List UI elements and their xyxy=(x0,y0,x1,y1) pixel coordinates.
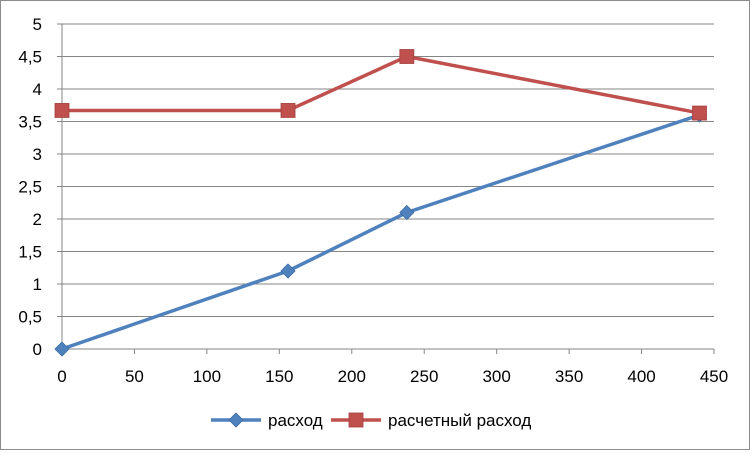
gridlines xyxy=(62,23,714,317)
x-tick-label: 400 xyxy=(627,367,655,386)
y-tick-label: 4 xyxy=(33,80,42,99)
y-tick-label: 1,5 xyxy=(18,243,42,262)
y-tick-label: 4,5 xyxy=(18,48,42,67)
x-tick-labels: 0 50 100 150 200 250 300 350 400 450 xyxy=(57,367,728,386)
series-1 xyxy=(54,107,708,357)
x-tick-label: 250 xyxy=(410,367,438,386)
x-tick-label: 450 xyxy=(700,367,728,386)
data-point-marker xyxy=(692,105,707,121)
legend: расход расчетный расход xyxy=(211,411,531,430)
data-point-marker xyxy=(280,263,296,279)
y-tick-label: 3,5 xyxy=(18,113,42,132)
y-tick-label: 3 xyxy=(33,145,42,164)
data-point-marker xyxy=(54,103,70,118)
y-tick-label: 1 xyxy=(33,275,42,294)
series-line xyxy=(61,113,701,351)
x-tick-label: 350 xyxy=(555,367,583,386)
data-point-marker xyxy=(54,341,70,357)
series-line xyxy=(62,54,700,115)
series-2 xyxy=(54,49,707,121)
y-tick-label: 5 xyxy=(33,15,42,34)
axes xyxy=(57,23,715,354)
legend-marker xyxy=(228,412,244,428)
y-tick-label: 2 xyxy=(33,210,42,229)
y-tick-labels: 0 0,5 1 1,5 2 2,5 3 3,5 4 4,5 5 xyxy=(18,15,42,359)
data-point-marker xyxy=(399,49,415,64)
y-tick-label: 0 xyxy=(33,340,42,359)
legend-item-2: расчетный расход xyxy=(331,411,531,430)
x-tick-label: 300 xyxy=(482,367,510,386)
series-lines xyxy=(54,49,708,357)
data-point-marker xyxy=(399,204,415,221)
x-tick-label: 50 xyxy=(125,367,144,386)
x-tick-label: 100 xyxy=(193,367,221,386)
x-tick-label: 0 xyxy=(57,367,66,386)
legend-marker xyxy=(348,412,364,428)
x-tick-label: 200 xyxy=(338,367,366,386)
legend-item-1: расход xyxy=(211,411,323,430)
legend-label: расчетный расход xyxy=(388,411,531,430)
y-tick-label: 2,5 xyxy=(18,178,42,197)
x-tick-label: 150 xyxy=(265,367,293,386)
legend-label: расход xyxy=(268,411,323,430)
data-point-marker xyxy=(280,103,296,118)
y-tick-label: 0,5 xyxy=(18,308,42,327)
